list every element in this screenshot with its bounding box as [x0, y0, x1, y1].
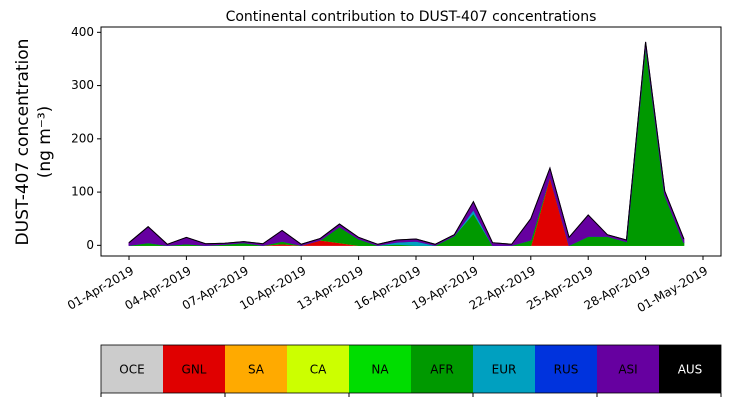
legend-label: CA — [310, 363, 327, 377]
legend-swatch — [411, 345, 473, 393]
y-tick-label: 200 — [71, 131, 94, 145]
area — [128, 41, 685, 247]
plot-frame — [100, 26, 722, 257]
y-tick-label: 300 — [71, 78, 94, 92]
area — [128, 44, 685, 247]
legend-swatch — [473, 345, 535, 393]
legend-label: AUS — [678, 363, 703, 377]
legend-label: GNL — [182, 363, 207, 377]
legend-swatch — [163, 345, 225, 393]
legend-label: SA — [248, 363, 265, 377]
legend-label: OCE — [119, 363, 144, 377]
legend-frame — [100, 344, 722, 394]
legend-swatch — [349, 345, 411, 393]
legend-label: EUR — [492, 363, 517, 377]
legend-swatch — [101, 345, 163, 393]
legend-label: AFR — [430, 363, 453, 377]
y-tick-label: 0 — [86, 238, 94, 252]
y-tick-label: 400 — [71, 25, 94, 39]
area — [128, 44, 685, 247]
legend-swatch — [597, 345, 659, 393]
legend-label: RUS — [554, 363, 579, 377]
y-axis-label: (ng m⁻³) — [35, 106, 55, 179]
chart-title: Continental contribution to DUST-407 con… — [226, 9, 597, 25]
area — [128, 44, 685, 247]
legend-swatch — [535, 345, 597, 393]
legend-swatch — [225, 345, 287, 393]
area — [128, 41, 685, 245]
y-axis-label: DUST-407 concentration — [13, 39, 33, 246]
y-tick-label: 100 — [71, 185, 94, 199]
legend-swatch — [659, 345, 721, 393]
legend-label: NA — [371, 363, 389, 377]
legend-swatch — [287, 345, 349, 393]
legend-label: ASI — [618, 363, 637, 377]
